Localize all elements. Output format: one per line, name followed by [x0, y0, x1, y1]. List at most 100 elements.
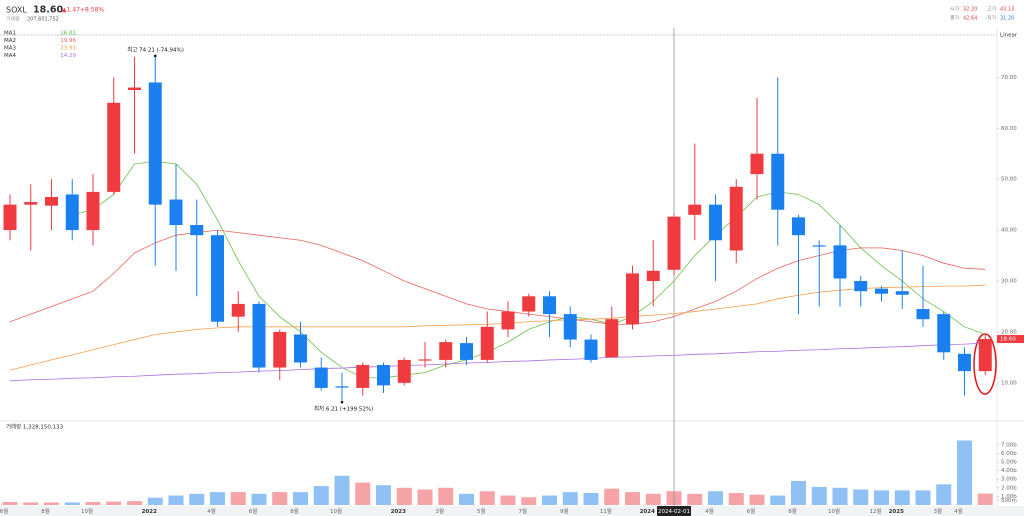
price-tag [997, 335, 1024, 344]
candle-body [294, 334, 307, 363]
candle-body [833, 245, 847, 279]
volume-bar [479, 491, 495, 505]
candle-body [460, 343, 473, 360]
candle-body [148, 82, 162, 205]
candle-body [646, 270, 660, 282]
candle-body [522, 296, 536, 312]
ohlc-value: 43.13 [1000, 7, 1014, 13]
change-pct: +8.58% [80, 7, 104, 14]
legend-value: 19.96 [60, 38, 76, 44]
legend-value: 26.81 [60, 31, 76, 37]
candle-body [86, 191, 100, 231]
volume-bar [355, 482, 371, 505]
volume-bar [251, 493, 267, 505]
volume-bar [728, 492, 744, 505]
volume-tick-label: 3.00b [1001, 477, 1017, 483]
crosshair-label-bg [657, 506, 691, 516]
ohlc-label: 고가 [987, 6, 997, 13]
volume-bar [417, 489, 433, 505]
volume-bar [189, 493, 205, 505]
volume-bar [127, 501, 142, 505]
volume-bar [977, 493, 993, 505]
ohlc-label: 저가 [987, 15, 997, 22]
volume-bar [583, 492, 599, 505]
x-tick-label: 5월 [477, 507, 486, 515]
volume-bar [44, 502, 59, 505]
volume-tick-label: 1.00b [1001, 494, 1017, 500]
volume-bar [85, 501, 101, 505]
legend-value: 23.91 [60, 46, 76, 52]
y-tick-label: 40.00 [1001, 228, 1017, 234]
candle-body [667, 216, 681, 270]
volume-bar [957, 440, 972, 505]
x-tick-label: 4월 [954, 507, 963, 515]
y-tick-label: 20.00 [1001, 329, 1017, 335]
volume-bar [770, 495, 786, 505]
x-tick-label: 7월 [518, 507, 527, 515]
x-tick-label: 11월 [600, 507, 612, 515]
candle-body [128, 87, 141, 91]
x-tick-label: 6월 [249, 507, 258, 515]
volume-bar [562, 492, 578, 505]
low-marker [340, 400, 344, 404]
x-tick-label: 9월 [560, 507, 569, 515]
candle-body [709, 204, 722, 241]
volume-bar [106, 501, 122, 505]
ohlc-label: 종가 [950, 15, 960, 22]
x-tick-label: 6월 [747, 507, 756, 515]
candle-body [480, 326, 494, 360]
volume-bar [915, 490, 931, 505]
volume-bar [542, 495, 557, 505]
candle-body [211, 235, 224, 322]
volume-title: 거래량 1,328,150,133 [6, 423, 64, 431]
ma-line [9, 342, 986, 382]
x-tick-label: 10월 [828, 507, 840, 515]
candle-body [729, 186, 743, 251]
x-axis-bar [0, 506, 1024, 516]
volume-bar [230, 492, 246, 505]
ma-line [72, 160, 986, 379]
y-tick-label: 50.00 [1001, 177, 1017, 183]
x-tick-label: 2022 [142, 509, 157, 515]
legend-name: MA2 [4, 38, 16, 44]
volume-bar [293, 492, 308, 505]
x-tick-label: 8월 [41, 507, 50, 515]
candle-body [45, 196, 58, 206]
symbol: SOXL [6, 6, 27, 15]
low-annotation: 최저 6.21 (+199.52%) [314, 405, 373, 413]
price-tag-label: 18.60 [1000, 337, 1016, 343]
volume-bar [2, 501, 18, 505]
x-tick-label: 3월 [933, 507, 942, 515]
x-tick-label: 12월 [869, 507, 881, 515]
legend-name: MA1 [4, 31, 16, 37]
candle-body [24, 202, 38, 205]
ma-line [9, 229, 986, 325]
change: ▲1.47 [62, 7, 80, 14]
candle-body [3, 204, 17, 231]
candle-body [895, 291, 909, 295]
volume-bar [147, 497, 163, 505]
candle-body [377, 365, 390, 386]
candle-body [501, 311, 515, 330]
volume-label: 거래량 [6, 16, 20, 23]
candle-body [875, 288, 888, 294]
volume-bar [625, 492, 640, 505]
y-tick-label: 30.00 [1001, 279, 1017, 285]
candle-body [854, 281, 868, 292]
volume-bar [853, 489, 869, 505]
legend-name: MA3 [4, 46, 17, 52]
x-tick-label: 10월 [81, 507, 93, 515]
volume-bar [23, 502, 39, 505]
candle-body [314, 367, 328, 388]
x-tick-label: 2023 [391, 509, 406, 515]
ohlc-value: 31.20 [1000, 16, 1014, 22]
candle-body [771, 153, 785, 210]
candle-body [563, 314, 577, 340]
volume-bar [396, 487, 412, 505]
candle-body [335, 386, 349, 388]
volume-tick-label: 4.00b [1001, 468, 1017, 474]
candle-body [792, 217, 805, 236]
x-tick-label: 4월 [207, 507, 216, 515]
volume-bar [459, 493, 474, 505]
x-tick-label: 4월 [705, 507, 714, 515]
